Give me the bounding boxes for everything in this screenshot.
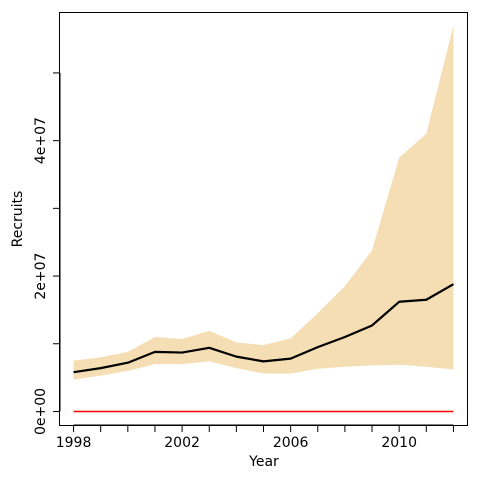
y-axis: 0e+00 2e+07 4e+07 xyxy=(33,72,61,435)
x-axis: 1998 2002 2006 2010 xyxy=(56,424,454,451)
y-tick-label-40000000: 4e+07 xyxy=(33,117,49,164)
x-tick-label-1998: 1998 xyxy=(56,435,92,451)
y-tick-label-20000000: 2e+07 xyxy=(33,253,49,300)
x-axis-label: Year xyxy=(248,454,279,470)
confidence-band xyxy=(73,25,454,380)
y-tick-label-0: 0e+00 xyxy=(33,388,49,435)
plot-content xyxy=(73,25,454,413)
x-tick-label-2006: 2006 xyxy=(273,435,309,451)
y-axis-label: Recruits xyxy=(10,191,26,248)
x-tick-label-2002: 2002 xyxy=(164,435,200,451)
x-tick-label-2010: 2010 xyxy=(381,435,417,451)
